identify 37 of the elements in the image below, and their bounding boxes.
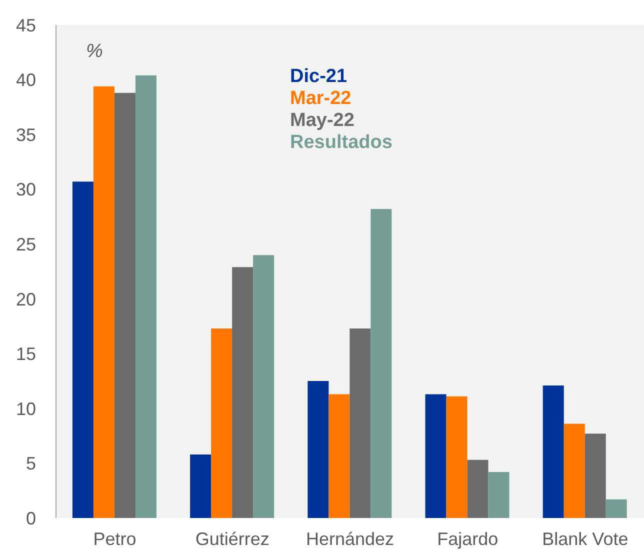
bar <box>488 472 510 518</box>
y-tick-label: 10 <box>16 398 36 419</box>
bar <box>93 86 114 518</box>
bar <box>72 182 94 518</box>
bar <box>467 460 488 518</box>
bar <box>308 381 329 518</box>
bar <box>211 328 232 518</box>
bar <box>370 209 392 518</box>
bar <box>542 385 564 518</box>
bar <box>328 394 350 518</box>
x-tick-label: Blank Vote <box>542 528 628 549</box>
y-tick-label: 35 <box>16 124 36 145</box>
y-tick-label: 45 <box>16 15 36 36</box>
bar <box>606 499 627 518</box>
y-tick-label: 25 <box>16 234 36 254</box>
legend: Dic-21 Mar-22 May-22 Resultados <box>290 66 490 154</box>
y-tick-label: 20 <box>16 289 36 310</box>
y-tick-label: 30 <box>16 180 36 200</box>
bar <box>446 396 468 518</box>
y-tick-label: 0 <box>26 508 36 528</box>
x-tick-label: Petro <box>93 528 136 549</box>
bar <box>232 267 254 518</box>
x-tick-label: Gutiérrez <box>195 528 270 549</box>
x-tick-label: Fajardo <box>437 528 498 549</box>
bar <box>253 255 274 518</box>
bar <box>114 92 136 518</box>
y-tick-label: 5 <box>26 454 36 474</box>
bar <box>564 424 585 518</box>
bar <box>425 394 446 518</box>
bar <box>350 328 371 518</box>
y-tick-label: 15 <box>16 344 36 364</box>
bar <box>135 75 156 518</box>
bar <box>190 454 212 518</box>
x-tick-label: Hernández <box>306 528 394 549</box>
y-axis-title: % <box>86 41 103 62</box>
bar <box>584 434 606 518</box>
y-tick-label: 40 <box>16 70 36 90</box>
